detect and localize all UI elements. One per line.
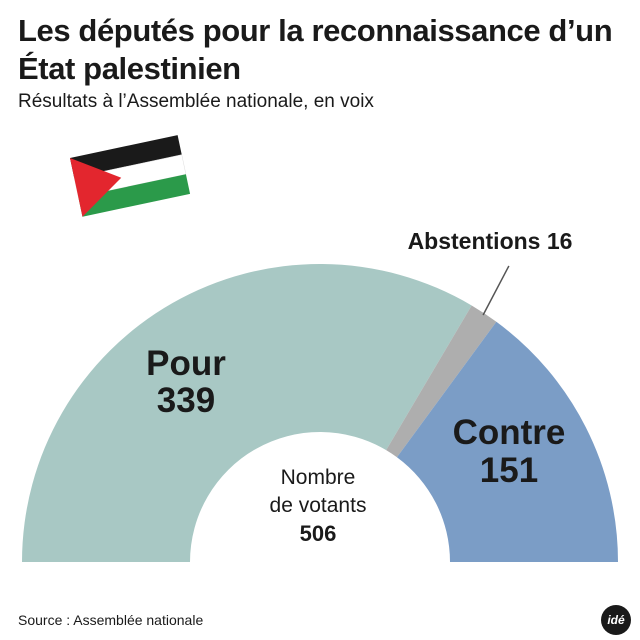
publisher-logo: idé xyxy=(601,605,631,635)
flag-stripe-green xyxy=(78,174,191,217)
label-contre-name: Contre xyxy=(453,413,566,452)
slice-contre xyxy=(396,321,618,562)
chart-title: Les députés pour la reconnaissance d’un … xyxy=(18,13,613,86)
label-pour-value: 339 xyxy=(157,381,215,420)
flag-triangle-red xyxy=(70,158,122,217)
flag-stripe-black xyxy=(70,135,182,178)
palestine-flag-icon xyxy=(70,135,191,217)
label-abstentions: Abstentions 16 xyxy=(408,228,573,254)
slice-pour xyxy=(22,264,472,562)
label-pour-name: Pour xyxy=(146,344,226,383)
slice-abstentions xyxy=(386,305,497,458)
source-note: Source : Assemblée nationale xyxy=(18,612,204,628)
center-label-line1: Nombre xyxy=(281,466,356,489)
chart-subtitle: Résultats à l’Assemblée nationale, en vo… xyxy=(18,91,374,112)
label-contre-value: 151 xyxy=(480,451,538,490)
center-total-value: 506 xyxy=(300,521,337,546)
center-label-line2: de votants xyxy=(270,494,367,517)
chart-slices xyxy=(22,264,618,562)
abstentions-leader-line xyxy=(482,265,510,316)
